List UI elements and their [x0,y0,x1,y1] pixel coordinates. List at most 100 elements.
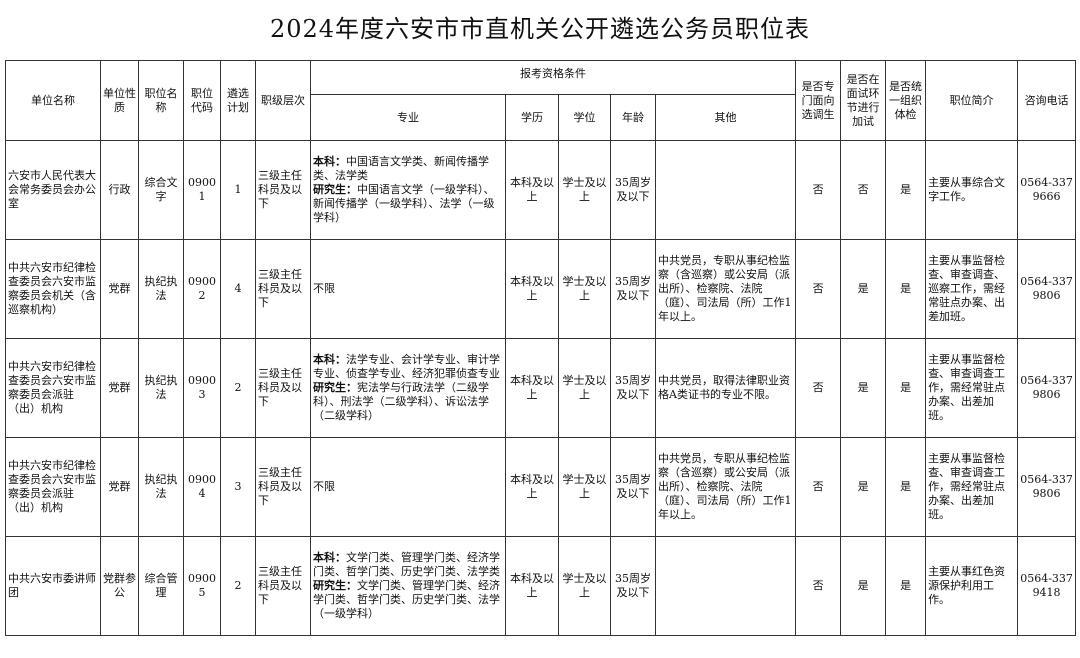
header-plan: 遴选计划 [220,60,256,141]
positions-table: 单位名称 单位性质 职位名称 职位代码 遴选计划 职级层次 报考资格条件 是否专… [5,60,1077,636]
header-position-code: 职位代码 [183,60,221,141]
cell-extra-test: 否 [840,140,887,240]
cell-position-code: 09002 [183,239,221,339]
cell-intro: 主要从事监督检查、审查调查工作，需经常驻点办案、出差加班。 [925,338,1019,438]
header-targeted: 是否专门面向选调生 [795,60,842,141]
cell-extra-test: 是 [840,437,887,537]
cell-unit-name: 中共六安市纪律检查委员会六安市监察委员会派驻（出）机构 [5,338,101,438]
cell-phone: 0564-3379418 [1017,536,1077,636]
cell-extra-test: 是 [840,536,887,636]
cell-age: 35周岁及以下 [610,536,656,636]
header-intro: 职位简介 [925,60,1019,141]
subheader-row: 专业 学历 学位 年龄 其他 [6,94,1076,141]
cell-major: 不限 [310,437,506,537]
header-position-name: 职位名称 [138,60,184,141]
cell-intro: 主要从事监督检查、审查调查、巡察工作，需经常驻点办案、出差加班。 [925,239,1019,339]
major-postgrad: 中国语言文学（一级学科）、新闻传播学（一级学科）、法学（一级学科） [313,183,495,224]
cell-plan: 4 [220,239,256,339]
major-undergrad: 法学专业、会计学专业、审计学专业、侦查学专业、经济犯罪侦查专业 [313,353,500,380]
cell-targeted: 否 [795,437,842,537]
cell-intro: 主要从事红色资源保护利用工作。 [925,536,1019,636]
cell-plan: 1 [220,140,256,240]
cell-intro: 主要从事监督检查、审查调查工作，需经常驻点办案、出差加班。 [925,437,1019,537]
cell-phone: 0564-3379806 [1017,437,1077,537]
cell-major: 本科：文学门类、管理学门类、经济学门类、哲学门类、历史学门类、法学类 研究生：文… [310,536,506,636]
cell-age: 35周岁及以下 [610,437,656,537]
cell-physical: 是 [885,338,927,438]
cell-position-code: 09001 [183,140,221,240]
header-qualifications: 报考资格条件 [309,60,797,95]
cell-phone: 0564-3379806 [1017,338,1077,438]
cell-intro: 主要从事综合文字工作。 [925,140,1019,240]
cell-position-name: 综合管理 [138,536,184,636]
cell-plan: 2 [220,536,256,636]
cell-degree: 学士及以上 [558,536,611,636]
cell-unit-type: 行政 [100,140,139,240]
cell-level: 三级主任科员及以下 [255,140,311,240]
major-postgrad-label: 研究生： [313,381,357,394]
header-unit-type: 单位性质 [100,60,139,141]
cell-unit-type: 党群参公 [100,536,139,636]
cell-targeted: 否 [795,239,842,339]
cell-education: 本科及以上 [505,437,559,537]
cell-major: 不限 [310,239,506,339]
cell-physical: 是 [885,140,927,240]
major-plain: 不限 [313,480,335,493]
table-row: 中共六安市委讲师团 党群参公 综合管理 09005 2 三级主任科员及以下 本科… [5,536,1077,636]
cell-age: 35周岁及以下 [610,140,656,240]
header-degree: 学位 [558,94,611,141]
cell-level: 三级主任科员及以下 [255,239,311,339]
header-education: 学历 [505,94,559,141]
table-row: 中共六安市纪律检查委员会六安市监察委员会派驻（出）机构 党群 执纪执法 0900… [5,437,1077,537]
cell-physical: 是 [885,536,927,636]
major-plain: 不限 [313,282,335,295]
cell-age: 35周岁及以下 [610,338,656,438]
cell-plan: 2 [220,338,256,438]
cell-phone: 0564-3379806 [1017,239,1077,339]
cell-position-name: 执纪执法 [138,239,184,339]
major-postgrad: 宪法学与行政法学（二级学科）、刑法学（二级学科）、诉讼法学（二级学科） [313,381,489,422]
cell-education: 本科及以上 [505,140,559,240]
header-age: 年龄 [610,94,656,141]
cell-other: 中共党员，专职从事纪检监察（含巡察）或公安局（派出所）、检察院、法院（庭）、司法… [654,239,797,339]
header-unit-name: 单位名称 [5,60,101,141]
cell-position-code: 09004 [183,437,221,537]
cell-degree: 学士及以上 [558,437,611,537]
cell-phone: 0564-3379666 [1017,140,1077,240]
cell-extra-test: 是 [840,239,887,339]
cell-other: 中共党员，专职从事纪检监察（含巡察）或公安局（派出所）、检察院、法院（庭）、司法… [654,437,797,537]
cell-level: 三级主任科员及以下 [255,536,311,636]
cell-physical: 是 [885,437,927,537]
cell-plan: 3 [220,437,256,537]
major-undergrad: 文学门类、管理学门类、经济学门类、哲学门类、历史学门类、法学类 [313,551,500,578]
header-extra-test: 是否在面试环节进行加试 [840,60,887,141]
major-postgrad-label: 研究生： [313,579,357,592]
header-row: 单位名称 单位性质 职位名称 职位代码 遴选计划 职级层次 报考资格条件 是否专… [5,60,1077,141]
header-physical: 是否统一组织体检 [885,60,927,141]
cell-position-name: 执纪执法 [138,437,184,537]
cell-other: 中共党员，取得法律职业资格A类证书的专业不限。 [654,338,797,438]
cell-physical: 是 [885,239,927,339]
header-level: 职级层次 [255,60,311,141]
cell-other [654,140,797,240]
header-other: 其他 [654,94,797,141]
cell-unit-type: 党群 [100,239,139,339]
cell-age: 35周岁及以下 [610,239,656,339]
major-undergrad: 中国语言文学类、新闻传播学类、法学类 [313,155,489,182]
table-row: 中共六安市纪律检查委员会六安市监察委员会派驻（出）机构 党群 执纪执法 0900… [5,338,1077,438]
header-phone: 咨询电话 [1017,60,1077,141]
cell-unit-type: 党群 [100,338,139,438]
cell-level: 三级主任科员及以下 [255,338,311,438]
cell-unit-name: 中共六安市纪律检查委员会六安市监察委员会机关（含巡察机构） [5,239,101,339]
cell-degree: 学士及以上 [558,140,611,240]
cell-targeted: 否 [795,140,842,240]
major-undergrad-label: 本科： [313,155,346,168]
cell-unit-name: 中共六安市委讲师团 [5,536,101,636]
cell-education: 本科及以上 [505,239,559,339]
cell-major: 本科：中国语言文学类、新闻传播学类、法学类 研究生：中国语言文学（一级学科）、新… [310,140,506,240]
cell-education: 本科及以上 [505,338,559,438]
table-row: 六安市人民代表大会常务委员会办公室 行政 综合文字 09001 1 三级主任科员… [5,140,1077,240]
cell-degree: 学士及以上 [558,338,611,438]
header-major: 专业 [310,94,506,141]
table-row: 中共六安市纪律检查委员会六安市监察委员会机关（含巡察机构） 党群 执纪执法 09… [5,239,1077,339]
